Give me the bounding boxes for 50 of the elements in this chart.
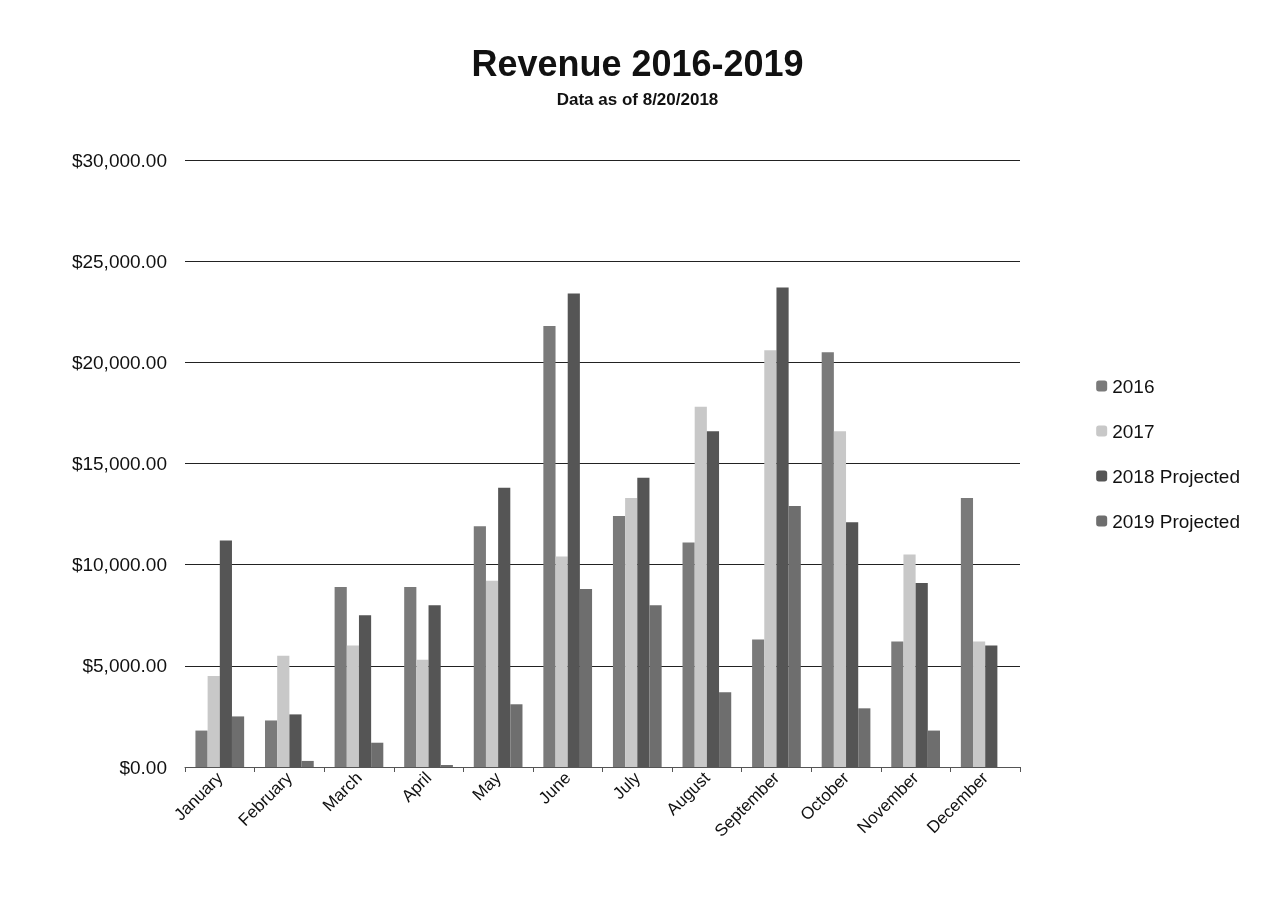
- bar: [579, 588, 593, 767]
- bar: [265, 720, 278, 767]
- bar: [440, 764, 453, 767]
- bar: [334, 586, 347, 767]
- bar: [543, 325, 556, 767]
- bar: [231, 716, 245, 767]
- bar: [752, 639, 765, 767]
- bar: [649, 605, 662, 767]
- bar: [371, 742, 384, 767]
- bar: [903, 554, 916, 767]
- bar: [719, 692, 732, 767]
- bar: [694, 406, 707, 767]
- y-tick-label: $5,000.00: [82, 655, 167, 677]
- legend-label: 2018 Projected: [1112, 465, 1241, 487]
- bar: [555, 556, 568, 767]
- bar: [833, 431, 847, 767]
- y-tick-label: $15,000.00: [71, 453, 167, 474]
- bar: [821, 352, 834, 767]
- x-tick-label: July: [609, 767, 645, 804]
- bar: [960, 497, 974, 767]
- bar: [277, 655, 290, 767]
- bar: [485, 580, 499, 767]
- bar: [927, 730, 940, 767]
- bar: [301, 760, 314, 767]
- bar: [510, 704, 523, 767]
- legend-label: 2016: [1112, 375, 1155, 397]
- bar: [788, 505, 801, 767]
- y-tick-label: $10,000.00: [71, 554, 167, 576]
- legend-label: 2017: [1112, 420, 1155, 442]
- y-tick-label: $30,000.00: [71, 149, 167, 171]
- bar: [973, 641, 986, 767]
- bar: [404, 586, 417, 767]
- bar: [207, 675, 220, 767]
- bar: [682, 542, 695, 767]
- chart-title: Revenue 2016-2019: [471, 42, 804, 84]
- bar: [195, 730, 208, 767]
- bar: [858, 708, 871, 767]
- y-tick-label: $0.00: [119, 756, 167, 778]
- y-tick-label: $20,000.00: [71, 351, 167, 373]
- bar: [612, 516, 626, 767]
- chart-subtitle: Data as of 8/20/2018: [556, 90, 719, 109]
- bar: [891, 641, 904, 767]
- y-tick-label: $25,000.00: [71, 250, 167, 272]
- bar: [346, 645, 359, 767]
- legend-label: 2019 Projected: [1112, 510, 1241, 532]
- bar: [473, 526, 486, 767]
- bar: [764, 350, 777, 767]
- bar: [416, 659, 429, 767]
- bar: [625, 497, 638, 767]
- x-tick-label: May: [468, 767, 506, 805]
